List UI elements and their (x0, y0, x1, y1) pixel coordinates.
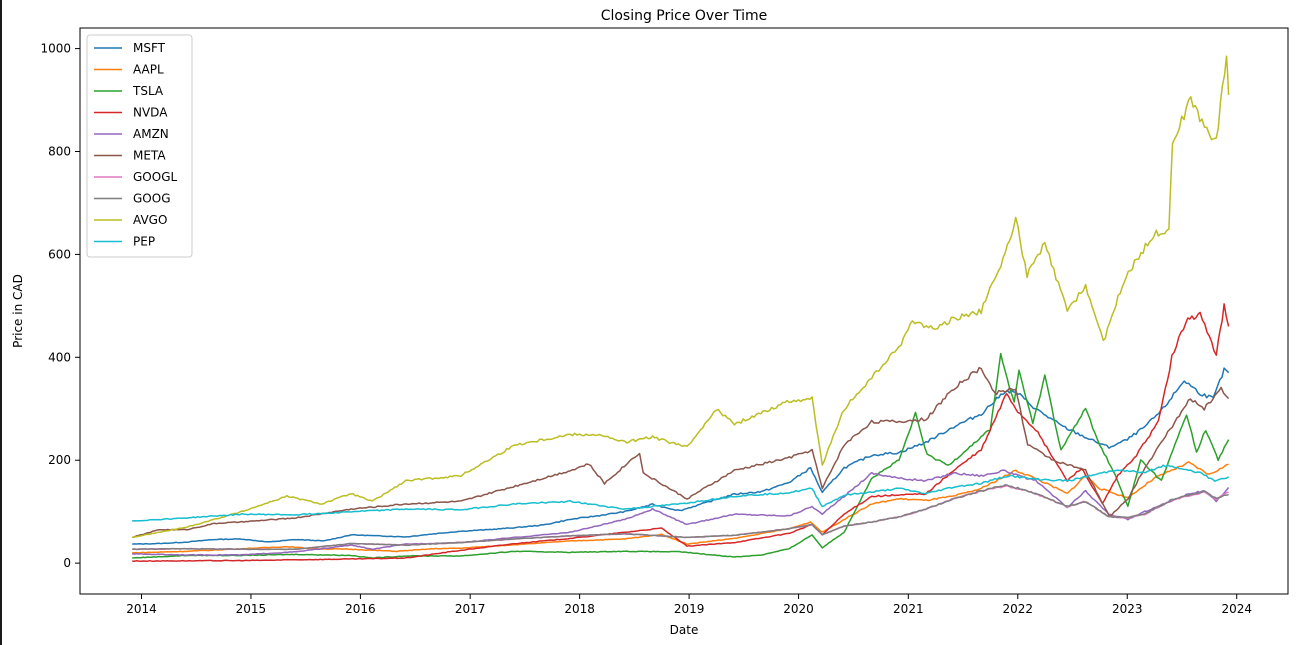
x-axis: 2014 2015 2016 2017 2018 2019 2020 2021 2022 2023… (126, 594, 1252, 616)
legend-label: META (133, 149, 166, 163)
series-line-goog (132, 483, 1229, 551)
y-tick-label: 1000 (40, 42, 71, 56)
series-line-tsla (132, 352, 1230, 559)
series-lines (132, 55, 1230, 563)
x-axis-label: Date (670, 623, 699, 637)
x-tick-label: 2016 (345, 602, 376, 616)
legend-label: GOOGL (133, 170, 177, 184)
legend-label: AVGO (133, 213, 167, 227)
series-line-nvda (132, 303, 1230, 563)
y-axis-label: Price in CAD (11, 274, 25, 348)
y-tick-label: 400 (48, 350, 71, 364)
x-tick-label: 2017 (455, 602, 486, 616)
legend-label: AAPL (133, 63, 164, 77)
y-tick-label: 200 (48, 453, 71, 467)
x-tick-label: 2021 (893, 602, 924, 616)
legend-label: AMZN (133, 127, 169, 141)
legend-label: MSFT (133, 41, 166, 55)
y-tick-label: 0 (63, 556, 71, 570)
series-line-avgo (132, 55, 1230, 539)
x-tick-label: 2014 (126, 602, 157, 616)
legend-label: TSLA (132, 84, 164, 98)
x-tick-label: 2015 (236, 602, 267, 616)
chart-title: Closing Price Over Time (601, 8, 768, 24)
legend: MSFT AAPL TSLA NVDA AMZN META GOOGL GOOG AVGO PEP (86, 34, 193, 258)
x-tick-label: 2022 (1003, 602, 1034, 616)
y-axis: 0 200 400 600 800 1000 (40, 42, 80, 570)
legend-label: NVDA (133, 106, 168, 120)
x-tick-label: 2024 (1221, 602, 1252, 616)
y-tick-label: 600 (48, 247, 71, 261)
window-edge (0, 0, 2, 645)
x-tick-label: 2023 (1112, 602, 1143, 616)
x-tick-label: 2019 (674, 602, 705, 616)
series-line-msft (132, 367, 1230, 545)
x-tick-label: 2020 (783, 602, 814, 616)
series-line-pep (132, 464, 1230, 522)
series-line-amzn (132, 469, 1230, 556)
legend-label: GOOG (133, 192, 171, 206)
x-tick-label: 2018 (564, 602, 595, 616)
plot-area (79, 27, 1289, 595)
y-tick-label: 800 (48, 144, 71, 158)
legend-label: PEP (133, 235, 155, 249)
